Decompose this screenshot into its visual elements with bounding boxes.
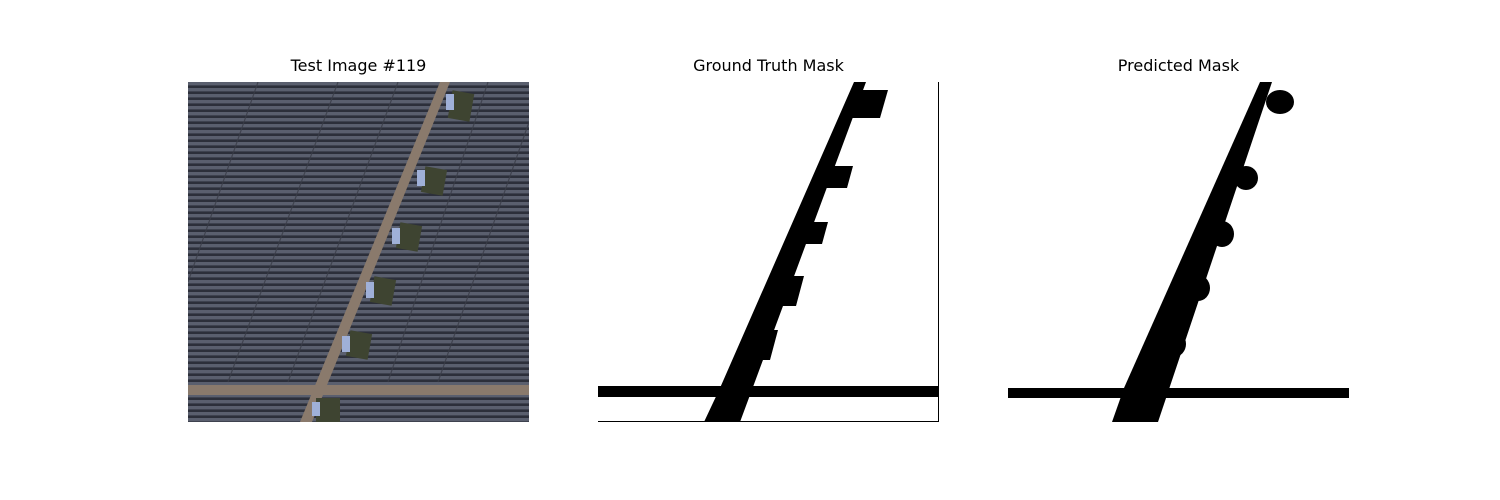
predicted-mask-panel [1008,82,1349,422]
ground-truth-mask-title: Ground Truth Mask [693,56,844,75]
predicted-mask-image [1008,82,1349,422]
ground-truth-mask-panel [598,82,939,422]
test-image-panel [188,82,529,422]
predicted-mask-title: Predicted Mask [1117,56,1240,75]
aerial-solar-farm-image [188,82,529,422]
ground-truth-mask-image [598,82,939,422]
test-image-title: Test Image #119 [290,56,427,75]
